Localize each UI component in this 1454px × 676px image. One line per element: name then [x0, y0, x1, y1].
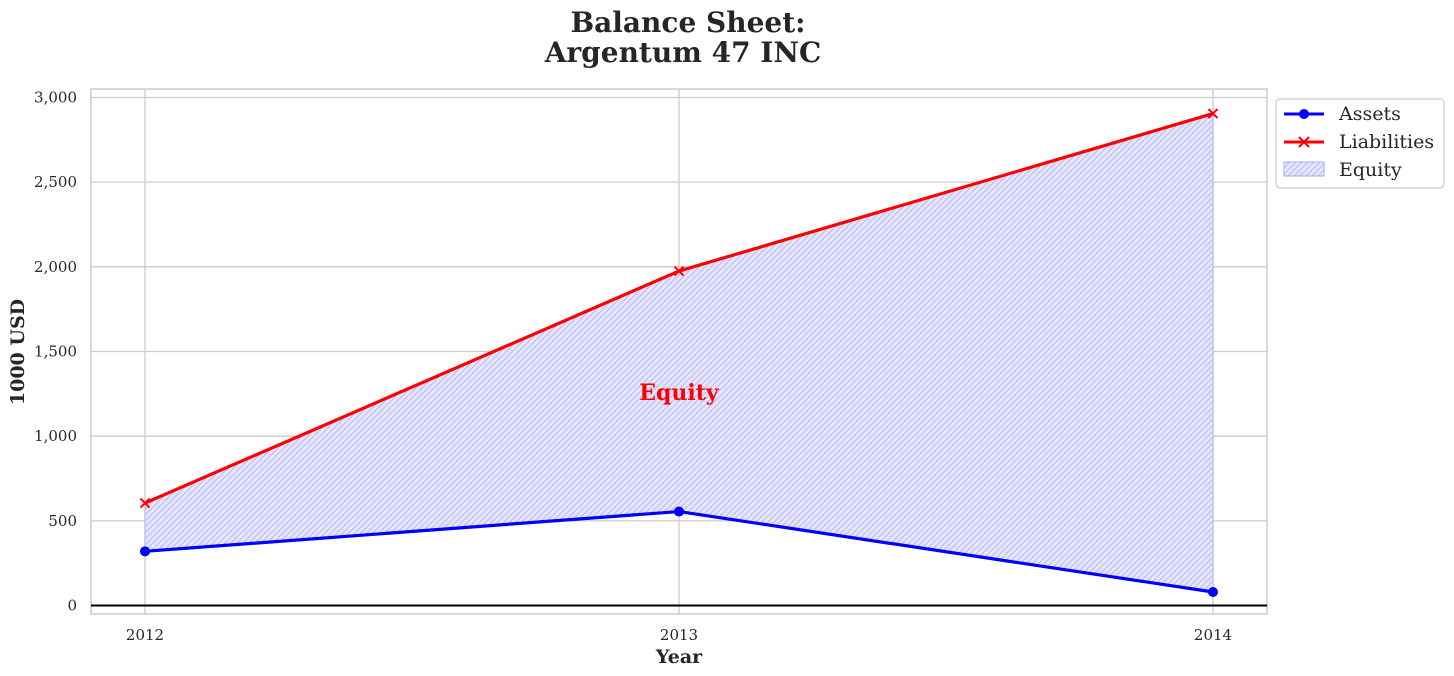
liabilities-point-2013: [673, 265, 685, 277]
liabilities-point-2014: [1207, 108, 1219, 119]
legend-liabilities-marker: [1298, 136, 1310, 148]
y-tick-label-500: 500: [48, 512, 77, 530]
y-tick-label-0: 0: [67, 597, 77, 615]
equity-annotation: Equity: [639, 380, 720, 406]
tick-labels: 0 500 1,000 1,500 2,000 2,500 3,000 2012 2013 201…: [34, 88, 1232, 644]
chart-title-line2: Argentum 47 INC: [544, 36, 822, 69]
legend: Assets Liabilities Equity: [1275, 98, 1445, 189]
y-tick-label-3,000: 3,000: [34, 88, 77, 106]
legend-liabilities-label: Liabilities: [1339, 131, 1434, 153]
assets-point-2012: [140, 546, 150, 557]
y-tick-label-1,500: 1,500: [34, 343, 77, 361]
x-axis-label: Year: [655, 646, 703, 668]
x-tick-label-2013: 2013: [660, 626, 698, 644]
y-tick-label-2,500: 2,500: [34, 173, 77, 191]
legend-assets-marker: [1299, 109, 1309, 119]
legend-equity-swatch: [1283, 161, 1325, 177]
y-axis-label: 1000 USD: [7, 299, 29, 405]
series-layer: [139, 108, 1219, 597]
y-tick-label-1,000: 1,000: [34, 427, 77, 445]
assets-point-2013: [674, 506, 684, 517]
chart-title-line1: Balance Sheet:: [570, 6, 805, 39]
legend-assets-label: Assets: [1338, 103, 1401, 125]
liabilities-point-2012: [139, 497, 151, 509]
x-tick-label-2012: 2012: [126, 626, 164, 644]
legend-equity-label: Equity: [1339, 159, 1402, 181]
y-tick-label-2,000: 2,000: [34, 258, 77, 276]
assets-point-2014: [1208, 586, 1218, 597]
x-tick-label-2014: 2014: [1194, 626, 1232, 644]
